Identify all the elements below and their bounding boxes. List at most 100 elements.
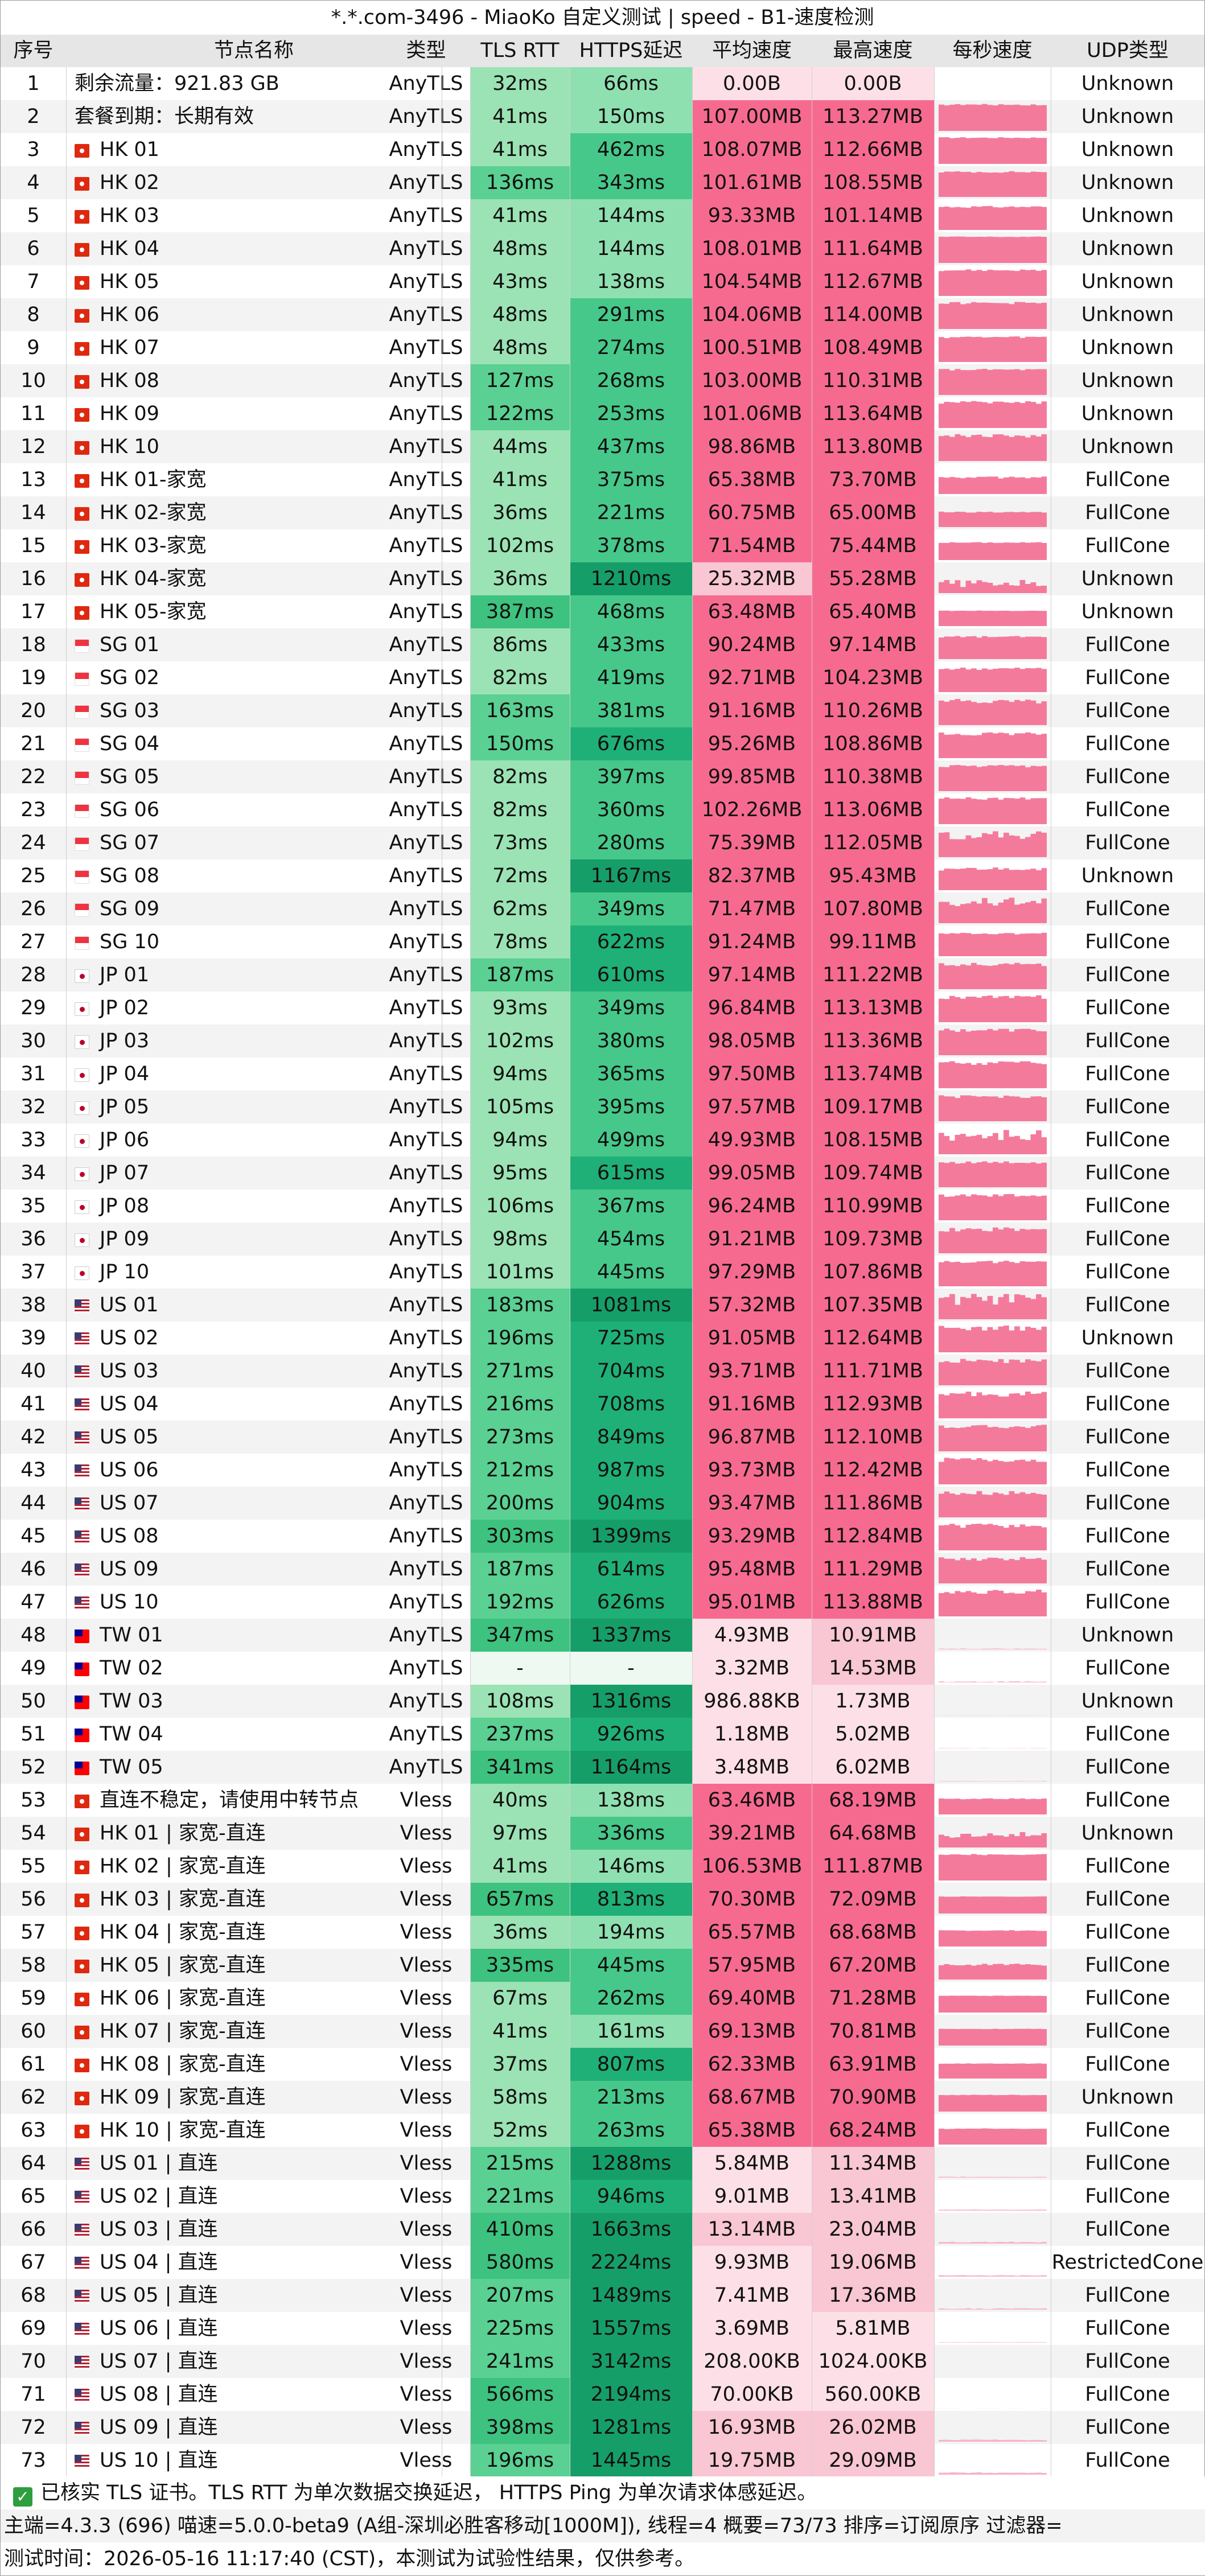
per-second-speed-chart (939, 499, 1047, 527)
speed-bar (1019, 1832, 1026, 1847)
speed-bar (1025, 512, 1031, 527)
table-row: 31 JP 04 AnyTLS 94ms 365ms 97.50MB 113.74MB Ful… (1, 1057, 1204, 1091)
speed-bar (971, 337, 977, 362)
speed-bar (1036, 963, 1042, 989)
table-row: 14 HK 02-家宽 AnyTLS 36ms 221ms 60.75MB 65.00MB F… (1, 496, 1204, 529)
speed-bar (998, 337, 1004, 362)
table-row: 29 JP 02 AnyTLS 93ms 349ms 96.84MB 113.13MB Ful… (1, 991, 1204, 1024)
cell-node-name: TW 04 (75, 1718, 379, 1751)
speed-bar (982, 933, 988, 956)
node-name-text: TW 04 (100, 1723, 163, 1746)
speed-bar (944, 137, 950, 164)
speed-bar (944, 902, 950, 923)
speed-bar (1014, 402, 1020, 428)
speed-bar (965, 336, 972, 362)
speed-bar (1014, 1231, 1020, 1253)
speed-bar (971, 2129, 977, 2145)
speed-bar (1019, 1524, 1026, 1550)
speed-bar (976, 2028, 982, 2046)
speed-bar (949, 1995, 955, 2013)
cell-avg-speed: 60.75MB (692, 496, 812, 529)
node-name-text: HK 10 (100, 435, 159, 458)
speed-bar (976, 1327, 982, 1352)
cell-node-name: US 08 (75, 1520, 379, 1553)
speed-bar (1041, 966, 1047, 989)
speed-bar (1009, 1964, 1015, 1980)
speed-bar (1036, 2176, 1042, 2178)
speed-bar (955, 734, 961, 758)
table-row: 39 US 02 AnyTLS 196ms 725ms 91.05MB 112.64MB Un… (1, 1322, 1204, 1355)
speed-bar (998, 1896, 1004, 1914)
cell-udp-type: Unknown (1081, 1822, 1174, 1845)
speed-bar (987, 1394, 993, 1418)
speed-bar (993, 585, 998, 593)
table-row: 8 HK 06 AnyTLS 48ms 291ms 104.06MB 114.00MB Unk… (1, 298, 1204, 331)
cell-avg-speed: 93.47MB (692, 1487, 812, 1520)
speed-bar (955, 1031, 961, 1055)
cell-max-speed: 108.55MB (812, 166, 934, 199)
cell-udp-type: FullCone (1085, 1723, 1170, 1746)
speed-bar (993, 733, 998, 758)
speed-bar (1030, 512, 1037, 527)
cell-tls-rtt: 48ms (470, 232, 570, 265)
speed-bar (982, 2472, 988, 2475)
speed-bar (971, 104, 977, 131)
speed-bar (1019, 2275, 1026, 2277)
table-row: 50 TW 03 AnyTLS 108ms 1316ms 986.88KB 1.73MB Un… (1, 1685, 1204, 1718)
node-name-text: SG 08 (100, 865, 159, 887)
speed-bar (1041, 833, 1047, 857)
speed-bar (939, 1425, 944, 1451)
speed-bar (971, 2242, 977, 2244)
us-flag-icon (75, 1563, 89, 1577)
speed-bar (971, 702, 977, 725)
table-row: 3 HK 01 AnyTLS 41ms 462ms 108.07MB 112.66MB Unk… (1, 133, 1204, 166)
speed-bar (944, 965, 950, 989)
speed-bar (1025, 207, 1031, 230)
speed-bar (982, 2342, 988, 2343)
speed-bar (944, 1327, 950, 1352)
speed-bar (1030, 933, 1037, 956)
per-second-speed-chart (939, 334, 1047, 362)
speed-bar (1025, 2064, 1031, 2079)
speed-bar (1025, 1799, 1031, 1814)
speed-bar (1036, 1261, 1042, 1286)
speed-bar (1019, 105, 1026, 131)
speed-bar (1009, 1096, 1015, 1121)
cell-node-name: HK 03 | 家宽-直连 (75, 1883, 379, 1916)
cell-udp-type: FullCone (1085, 1426, 1170, 1449)
cell-type: AnyTLS (389, 1492, 463, 1515)
speed-bar (987, 1136, 993, 1154)
speed-bar (1036, 1931, 1042, 1947)
speed-bar (1009, 512, 1015, 527)
speed-bar (982, 833, 988, 857)
speed-bar (993, 207, 998, 230)
speed-bar (1041, 207, 1047, 230)
cell-max-speed: 110.99MB (812, 1190, 934, 1223)
cell-avg-speed: 93.71MB (692, 1355, 812, 1388)
speed-bar (982, 1836, 988, 1847)
speed-bar (982, 1261, 988, 1286)
cell-max-speed: 111.29MB (812, 1553, 934, 1586)
speed-bar (987, 2242, 993, 2244)
speed-bar (944, 933, 950, 956)
speed-bar (1009, 1592, 1015, 1616)
speed-bar (1036, 404, 1042, 428)
sg-flag-icon (75, 837, 89, 851)
speed-bar (987, 2275, 993, 2277)
speed-bar (1030, 1854, 1037, 1880)
cell-tls-rtt: 95ms (470, 1157, 570, 1190)
speed-bar (993, 1394, 998, 1418)
cell-max-speed: 109.74MB (812, 1157, 934, 1190)
speed-bar (976, 2342, 982, 2343)
cell-node-name: US 10 (75, 1586, 379, 1619)
speed-bar (1025, 933, 1031, 956)
speed-bar (982, 1799, 988, 1814)
speed-bar (960, 2176, 966, 2178)
cell-seq: 47 (20, 1591, 46, 1614)
speed-bar (1030, 2342, 1037, 2343)
speed-bar (944, 1558, 950, 1583)
speed-bar (1014, 1527, 1020, 1550)
speed-bar (993, 701, 998, 725)
speed-bar (1030, 402, 1037, 428)
cell-tls-rtt: 43ms (470, 265, 570, 298)
